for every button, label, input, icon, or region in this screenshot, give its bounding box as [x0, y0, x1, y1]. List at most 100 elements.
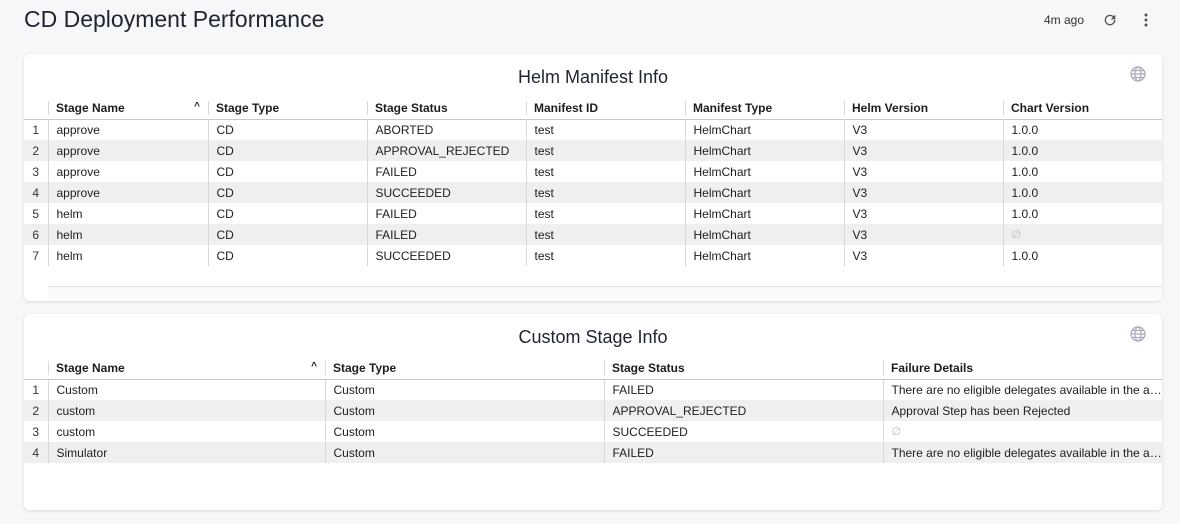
- horizontal-scrollbar[interactable]: [48, 286, 1162, 300]
- column-header[interactable]: Failure Details: [883, 357, 1162, 380]
- table-cell: V3: [843, 140, 1003, 161]
- table-cell: test: [525, 203, 685, 224]
- column-header-label: Stage Name: [56, 100, 125, 115]
- table-row[interactable]: 3 approve CD FAILED test HelmChart V3 1.0.0: [24, 161, 1162, 182]
- table-cell: FAILED: [366, 224, 526, 245]
- helm-table: Stage Name ^ Stage Type Stage Status Manifes…: [24, 97, 1162, 266]
- table-cell: HelmChart: [684, 161, 844, 182]
- column-header-label: Failure Details: [891, 360, 974, 375]
- table-cell: CD: [207, 224, 367, 245]
- column-header-label: Manifest Type: [693, 100, 773, 115]
- row-number: 3: [32, 424, 40, 439]
- column-header-label: Manifest ID: [534, 100, 599, 115]
- table-cell: test: [525, 161, 685, 182]
- table-cell: CD: [207, 119, 367, 140]
- row-number: 1: [32, 122, 40, 137]
- card-title: Custom Stage Info: [518, 327, 668, 347]
- row-number: 4: [24, 182, 48, 203]
- table-cell: SUCCEEDED: [366, 182, 526, 203]
- table-cell: Approval Step has been Rejected: [882, 400, 1162, 421]
- table-cell: test: [525, 140, 685, 161]
- row-number: 4: [24, 442, 48, 463]
- table-cell: 1.0.0: [1002, 245, 1162, 266]
- table-row[interactable]: 2 custom Custom APPROVAL_REJECTED Approval S…: [24, 400, 1162, 421]
- globe-icon[interactable]: [1130, 66, 1146, 87]
- table-cell: CD: [207, 140, 367, 161]
- column-header[interactable]: Helm Version: [844, 97, 1003, 120]
- table-cell: Simulator: [47, 442, 325, 463]
- table-cell: approve: [47, 182, 208, 203]
- row-number: 1: [32, 382, 40, 397]
- table-cell: V3: [843, 203, 1003, 224]
- column-header-label: Stage Type: [333, 360, 397, 375]
- column-header[interactable]: Stage Name ^: [48, 357, 325, 380]
- table-cell: approve: [47, 161, 208, 182]
- table-cell: ∅: [882, 421, 1162, 442]
- column-header[interactable]: Stage Status: [604, 357, 883, 380]
- column-header[interactable]: Stage Status: [367, 97, 526, 120]
- table-row[interactable]: 4 Simulator Custom FAILED There are no eligi…: [24, 442, 1162, 463]
- column-header[interactable]: Manifest ID: [526, 97, 685, 120]
- column-header[interactable]: Chart Version: [1003, 97, 1162, 120]
- table-cell: HelmChart: [684, 182, 844, 203]
- column-header[interactable]: Stage Name ^: [48, 97, 208, 120]
- column-header[interactable]: Stage Type: [208, 97, 367, 120]
- table-cell: approve: [47, 119, 208, 140]
- table-cell: approve: [47, 140, 208, 161]
- row-number: 3: [32, 164, 40, 179]
- table-row[interactable]: 1 approve CD ABORTED test HelmChart V3 1.0.0: [24, 119, 1162, 140]
- table-cell: helm: [47, 224, 208, 245]
- row-number: 2: [24, 400, 48, 421]
- column-header[interactable]: Stage Type: [325, 357, 604, 380]
- table-row[interactable]: 7 helm CD SUCCEEDED test HelmChart V3 1.0.0: [24, 245, 1162, 266]
- refresh-icon[interactable]: [1100, 10, 1120, 30]
- table-cell: Custom: [324, 442, 604, 463]
- table-cell: HelmChart: [684, 203, 844, 224]
- table-cell: V3: [843, 182, 1003, 203]
- table-cell: Custom: [47, 379, 325, 400]
- more-vert-icon[interactable]: [1136, 10, 1156, 30]
- table-cell: FAILED: [603, 442, 883, 463]
- row-number: 7: [32, 248, 40, 263]
- table-cell: test: [525, 182, 685, 203]
- page-title: CD Deployment Performance: [24, 6, 325, 32]
- card-title: Helm Manifest Info: [517, 67, 669, 87]
- globe-icon[interactable]: [1130, 326, 1146, 347]
- row-number-header: [24, 357, 48, 380]
- table-cell: SUCCEEDED: [603, 421, 883, 442]
- table-cell: FAILED: [366, 161, 526, 182]
- table-row[interactable]: 3 custom Custom SUCCEEDED ∅: [24, 421, 1162, 442]
- helm-manifest-card: Helm Manifest Info Stage Name ^ Stage Type…: [24, 54, 1162, 301]
- table-cell: FAILED: [366, 203, 526, 224]
- table-cell: helm: [47, 203, 208, 224]
- table-cell: test: [525, 119, 685, 140]
- custom-table: Stage Name ^ Stage Type Stage Status Failure…: [24, 357, 1162, 463]
- table-cell: V3: [843, 224, 1003, 245]
- table-cell: There are no eligible delegates availabl…: [882, 379, 1162, 400]
- table-cell: V3: [843, 245, 1003, 266]
- table-row[interactable]: 2 approve CD APPROVAL_REJECTED test HelmChart…: [24, 140, 1162, 161]
- table-row[interactable]: 5 helm CD FAILED test HelmChart V3 1.0.0: [24, 203, 1162, 224]
- table-cell: CD: [207, 245, 367, 266]
- table-cell: helm: [47, 245, 208, 266]
- table-cell: SUCCEEDED: [366, 245, 526, 266]
- table-cell: APPROVAL_REJECTED: [366, 140, 526, 161]
- table-cell: 1.0.0: [1002, 182, 1162, 203]
- sort-asc-icon[interactable]: ^: [311, 360, 317, 372]
- table-cell: APPROVAL_REJECTED: [603, 400, 883, 421]
- table-row[interactable]: 6 helm CD FAILED test HelmChart V3 ∅: [24, 224, 1162, 245]
- table-cell: CD: [207, 161, 367, 182]
- column-header-label: Stage Name: [56, 360, 125, 375]
- table-row[interactable]: 4 approve CD SUCCEEDED test HelmChart V3 1.0.0: [24, 182, 1162, 203]
- column-header-label: Chart Version: [1011, 100, 1090, 115]
- column-header-label: Helm Version: [852, 100, 929, 115]
- row-number: 5: [32, 206, 40, 221]
- table-cell: CD: [207, 182, 367, 203]
- table-cell: ABORTED: [366, 119, 526, 140]
- table-row[interactable]: 1 Custom Custom FAILED There are no eligible…: [24, 379, 1162, 400]
- column-header[interactable]: Manifest Type: [685, 97, 844, 120]
- table-cell: Custom: [324, 421, 604, 442]
- table-cell: V3: [843, 119, 1003, 140]
- column-header-label: Stage Status: [612, 360, 685, 375]
- sort-asc-icon[interactable]: ^: [194, 100, 200, 112]
